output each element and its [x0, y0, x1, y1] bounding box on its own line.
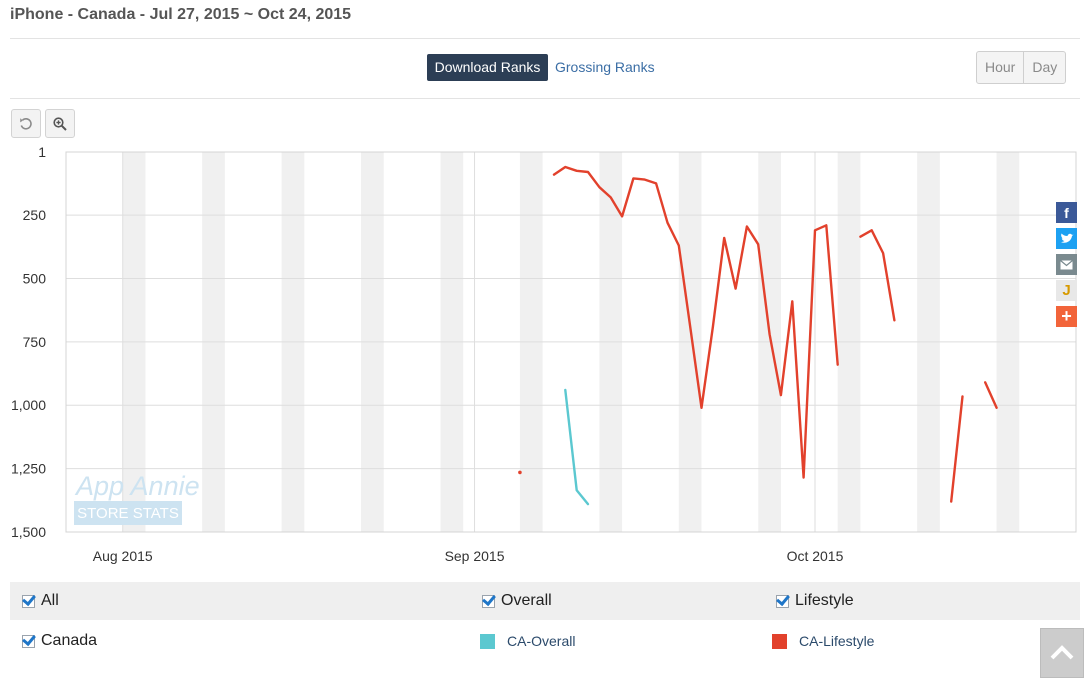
y-tick-label: 1 — [38, 144, 46, 160]
filter-lifestyle[interactable]: Lifestyle — [776, 582, 854, 620]
checkbox-checked[interactable] — [22, 634, 35, 648]
twitter-icon[interactable] — [1056, 228, 1077, 249]
day-button[interactable]: Day — [1023, 52, 1065, 83]
watermark-subtitle: STORE STATS — [77, 505, 179, 522]
y-tick-label: 750 — [23, 334, 47, 350]
series-line-ca-lifestyle — [950, 395, 964, 503]
legend-ca-lifestyle[interactable]: CA-Lifestyle — [772, 622, 874, 660]
checkbox-checked[interactable] — [482, 594, 495, 608]
filter-canada[interactable]: Canada — [22, 622, 97, 660]
filter-canada-label: Canada — [41, 632, 98, 649]
filter-all-label: All — [41, 592, 59, 609]
y-tick-label: 1,250 — [11, 461, 46, 477]
x-tick-label: Sep 2015 — [445, 548, 505, 564]
granularity-toggle: Hour Day — [976, 51, 1067, 84]
filter-overall[interactable]: Overall — [482, 582, 552, 620]
reset-zoom-button[interactable] — [11, 109, 41, 138]
plot-frame — [65, 151, 1077, 533]
y-tick-label: 1,500 — [11, 524, 46, 540]
rank-chart[interactable]: App Annie STORE STATS 1 250 500 750 1,000 1,2… — [0, 140, 1092, 576]
filter-row-countries: Canada CA-Overall CA-Lifestyle — [10, 622, 1080, 660]
x-tick-label: Oct 2015 — [787, 548, 844, 564]
hour-button[interactable]: Hour — [985, 59, 1016, 75]
series-line-ca-lifestyle — [984, 381, 998, 409]
scroll-to-top-button[interactable] — [1040, 628, 1084, 678]
filter-row-categories: All Overall Lifestyle — [10, 582, 1080, 620]
app-annie-watermark: App Annie STORE STATS — [74, 471, 200, 525]
zoom-in-icon — [53, 116, 67, 131]
legend-ca-lifestyle-label: CA-Lifestyle — [799, 633, 875, 649]
legend-ca-overall-label: CA-Overall — [507, 633, 576, 649]
legend-swatch — [772, 633, 787, 649]
undo-icon — [20, 117, 32, 130]
x-tick-label: Aug 2015 — [93, 548, 153, 564]
series-line-ca-lifestyle — [859, 229, 896, 322]
y-tick-label: 500 — [23, 270, 47, 286]
watermark-title: App Annie — [74, 471, 200, 501]
filter-lifestyle-label: Lifestyle — [795, 592, 854, 609]
facebook-icon[interactable]: f — [1056, 202, 1077, 223]
add-icon[interactable]: + — [1056, 306, 1077, 327]
tab-download-ranks[interactable]: Download Ranks — [427, 54, 548, 81]
legend-swatch — [480, 633, 495, 649]
zoom-button[interactable] — [45, 109, 75, 138]
email-icon[interactable] — [1056, 254, 1077, 275]
chevron-up-icon — [1050, 645, 1074, 660]
filter-overall-label: Overall — [501, 592, 552, 609]
divider — [10, 38, 1080, 39]
series-line-ca-overall — [564, 388, 590, 506]
legend-ca-overall[interactable]: CA-Overall — [480, 622, 575, 660]
y-tick-label: 1,000 — [11, 397, 46, 413]
series-point — [518, 470, 522, 475]
page-title: iPhone - Canada - Jul 27, 2015 ~ Oct 24,… — [10, 6, 352, 23]
y-tick-label: 250 — [23, 207, 47, 223]
divider — [10, 98, 1080, 99]
checkbox-checked[interactable] — [776, 594, 789, 608]
watermark-badge — [74, 501, 182, 525]
filter-all[interactable]: All — [22, 582, 59, 620]
series-line-ca-lifestyle — [552, 165, 839, 479]
bookmark-icon[interactable]: J — [1056, 280, 1077, 301]
tab-grossing-ranks[interactable]: Grossing Ranks — [555, 59, 655, 75]
checkbox-checked[interactable] — [22, 594, 35, 608]
